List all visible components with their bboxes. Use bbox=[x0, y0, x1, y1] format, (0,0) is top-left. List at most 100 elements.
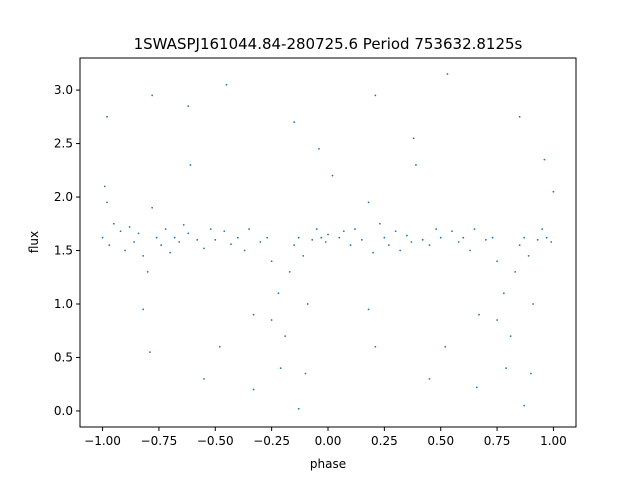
data-point bbox=[473, 228, 476, 231]
data-point bbox=[119, 230, 122, 233]
data-point bbox=[502, 292, 505, 295]
data-point bbox=[304, 372, 307, 375]
data-point bbox=[252, 313, 255, 316]
data-point bbox=[435, 228, 438, 231]
data-point bbox=[187, 105, 190, 108]
data-point bbox=[124, 249, 126, 252]
data-point bbox=[324, 241, 327, 243]
data-point bbox=[155, 236, 158, 239]
y-tick-label: 0.0 bbox=[54, 404, 73, 418]
data-point bbox=[387, 244, 390, 247]
data-point bbox=[428, 244, 431, 247]
data-point bbox=[270, 319, 273, 321]
data-point bbox=[133, 241, 136, 243]
data-point bbox=[218, 345, 221, 348]
data-point bbox=[469, 249, 471, 252]
y-tick-label: 1.0 bbox=[54, 297, 73, 311]
data-point bbox=[151, 206, 154, 209]
scatter-points bbox=[101, 73, 555, 410]
data-point bbox=[523, 404, 526, 407]
data-point bbox=[451, 230, 453, 233]
data-point bbox=[225, 83, 228, 86]
data-point bbox=[320, 236, 323, 239]
data-point bbox=[259, 241, 262, 243]
data-point bbox=[214, 238, 217, 241]
data-point bbox=[532, 303, 535, 305]
data-point bbox=[315, 228, 318, 231]
data-point bbox=[203, 247, 205, 250]
data-point bbox=[112, 222, 115, 225]
data-point bbox=[279, 367, 282, 370]
data-point bbox=[372, 251, 374, 254]
data-point bbox=[103, 185, 106, 188]
data-point bbox=[505, 367, 508, 370]
data-point bbox=[383, 236, 386, 239]
x-tick-label: −0.25 bbox=[253, 434, 290, 448]
y-tick-label: 3.0 bbox=[54, 83, 73, 97]
data-point bbox=[412, 137, 415, 140]
data-point bbox=[106, 115, 108, 118]
data-point bbox=[399, 249, 402, 252]
data-point bbox=[462, 236, 465, 239]
data-point bbox=[354, 228, 356, 231]
x-tick-label: 0.25 bbox=[371, 434, 398, 448]
data-point bbox=[148, 351, 151, 354]
data-point bbox=[415, 164, 417, 166]
data-point bbox=[293, 244, 296, 247]
data-point bbox=[169, 251, 172, 254]
data-point bbox=[496, 260, 498, 263]
data-point bbox=[550, 241, 553, 243]
data-point bbox=[327, 233, 329, 236]
data-point bbox=[349, 244, 352, 247]
data-point bbox=[146, 271, 149, 273]
data-point bbox=[318, 148, 320, 150]
data-point bbox=[406, 234, 408, 237]
x-tick-label: 0.00 bbox=[315, 434, 342, 448]
data-point bbox=[252, 388, 255, 391]
y-tick-label: 1.5 bbox=[54, 244, 73, 258]
x-tick-label: −0.75 bbox=[141, 434, 178, 448]
data-point bbox=[270, 260, 273, 263]
data-point bbox=[378, 222, 381, 225]
y-tick-label: 0.5 bbox=[54, 350, 73, 364]
data-point bbox=[496, 319, 498, 321]
data-point bbox=[311, 238, 314, 241]
data-point bbox=[178, 241, 181, 243]
data-point bbox=[266, 236, 269, 239]
data-point bbox=[160, 244, 163, 247]
data-point bbox=[297, 407, 300, 410]
data-point bbox=[410, 241, 413, 243]
data-point bbox=[342, 230, 345, 233]
data-point bbox=[530, 372, 532, 375]
data-point bbox=[223, 230, 226, 233]
x-axis: −1.00 −0.75 −0.50 −0.25 0.00 0.25 0.50 0.75 1.00 bbox=[84, 427, 567, 448]
data-point bbox=[106, 201, 108, 204]
data-point bbox=[543, 158, 546, 161]
data-point bbox=[128, 226, 131, 228]
y-axis: 0.0 0.5 1.0 1.5 2.0 2.5 3.0 bbox=[54, 83, 80, 418]
data-point bbox=[444, 345, 447, 348]
data-point bbox=[518, 115, 521, 118]
data-point bbox=[484, 238, 487, 241]
chart-title: 1SWASPJ161044.84-280725.6 Period 753632.… bbox=[134, 35, 523, 53]
data-point bbox=[367, 308, 370, 311]
data-point bbox=[187, 232, 190, 235]
data-point bbox=[475, 386, 478, 389]
data-point bbox=[491, 236, 494, 239]
x-tick-label: 0.50 bbox=[427, 434, 454, 448]
data-point bbox=[374, 345, 377, 348]
data-point bbox=[293, 121, 296, 124]
data-point bbox=[236, 236, 239, 239]
data-point bbox=[243, 249, 246, 252]
data-point bbox=[196, 238, 199, 241]
data-point bbox=[173, 236, 176, 239]
data-point bbox=[527, 254, 530, 257]
data-point bbox=[536, 238, 539, 241]
data-point bbox=[478, 313, 480, 316]
data-point bbox=[545, 236, 548, 239]
data-point bbox=[230, 243, 232, 246]
data-point bbox=[552, 190, 555, 193]
y-tick-label: 2.5 bbox=[54, 137, 73, 151]
data-point bbox=[297, 236, 300, 239]
x-axis-label: phase bbox=[310, 457, 346, 471]
